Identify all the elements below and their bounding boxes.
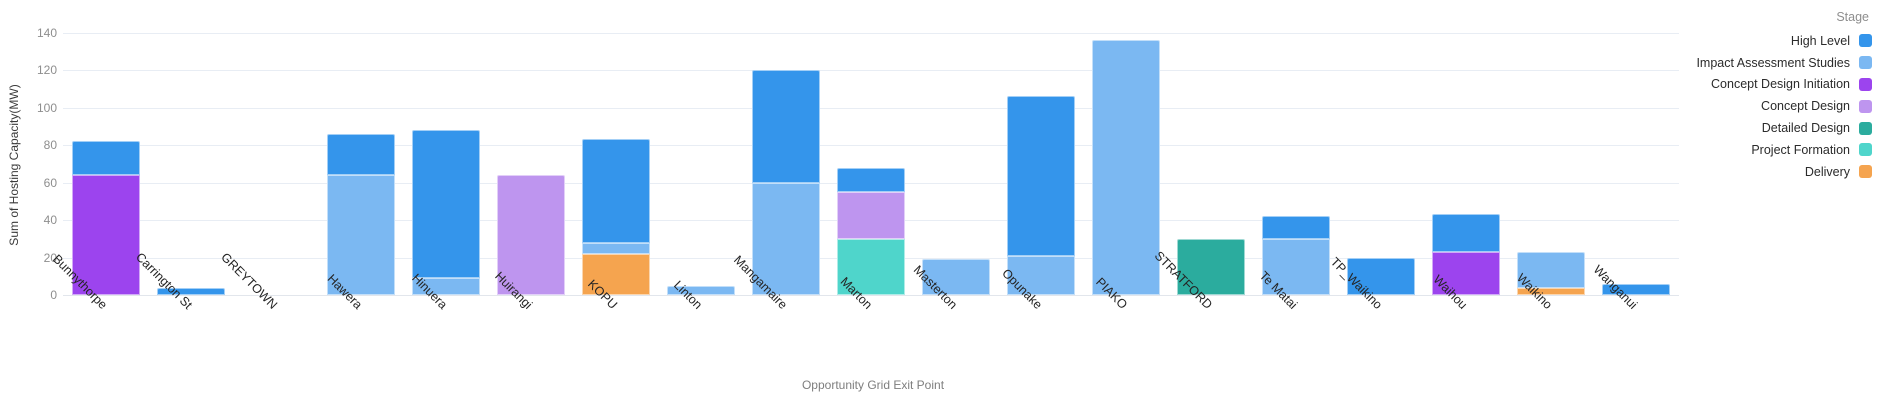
bar-segment-bunnythorpe-concept-design-initiation[interactable] xyxy=(72,175,140,295)
y-tick-label: 120 xyxy=(36,63,57,77)
legend-item-label: Detailed Design xyxy=(1761,121,1850,136)
bar-segment-waikino-impact-assessment-studies[interactable] xyxy=(1517,251,1585,288)
legend-swatch-impact-assessment-studies xyxy=(1859,56,1872,70)
bar-segment-wanganui-high-level[interactable] xyxy=(1602,283,1670,295)
bar-segment-huirangi-concept-design[interactable] xyxy=(497,175,565,295)
legend-item-label: Impact Assessment Studies xyxy=(1696,55,1850,70)
bar-segment-mangamaire-impact-assessment-studies[interactable] xyxy=(752,182,820,295)
bar-segment-hinuera-impact-assessment-studies[interactable] xyxy=(412,278,480,295)
legend-swatch-concept-design xyxy=(1859,99,1872,113)
bar-segment-waihou-high-level[interactable] xyxy=(1432,214,1500,252)
x-axis-title: Opportunity Grid Exit Point xyxy=(801,378,945,392)
bar-segment-te-matai-high-level[interactable] xyxy=(1262,216,1330,239)
legend: Stage High Level Impact Assessment Studie… xyxy=(1642,8,1872,183)
y-tick-label: 0 xyxy=(50,288,57,302)
legend-swatch-detailed-design xyxy=(1859,121,1872,135)
bar-segment-hawera-high-level[interactable] xyxy=(327,133,395,175)
bar-segment-marton-high-level[interactable] xyxy=(837,167,905,192)
legend-item-concept-design-initiation[interactable]: Concept Design Initiation xyxy=(1642,74,1872,96)
legend-swatch-project-formation xyxy=(1859,143,1872,157)
legend-item-impact-assessment-studies[interactable]: Impact Assessment Studies xyxy=(1642,52,1872,74)
bar-segment-tp-waikino-high-level[interactable] xyxy=(1347,257,1415,295)
bar-segment-opunake-high-level[interactable] xyxy=(1007,96,1075,256)
gridline-y-120 xyxy=(63,70,1679,71)
bar-segment-kopu-delivery[interactable] xyxy=(582,253,650,295)
legend-item-detailed-design[interactable]: Detailed Design xyxy=(1642,117,1872,139)
legend-item-label: Project Formation xyxy=(1751,142,1850,157)
legend-item-label: Concept Design Initiation xyxy=(1711,77,1850,92)
y-tick-label: 20 xyxy=(43,250,57,265)
gridline-y-0 xyxy=(63,295,1679,296)
bar-segment-bunnythorpe-high-level[interactable] xyxy=(72,141,140,175)
bar-segment-kopu-impact-assessment-studies[interactable] xyxy=(582,242,650,254)
y-tick-label: 140 xyxy=(36,25,57,40)
y-tick-label: 40 xyxy=(43,213,57,227)
y-axis-title: Sum of Hosting Capacity(MW) xyxy=(7,84,21,246)
y-tick-label: 60 xyxy=(43,175,57,190)
gridline-y-140 xyxy=(63,32,1679,34)
bar-segment-waihou-concept-design-initiation[interactable] xyxy=(1432,251,1500,295)
bar-segment-linton-impact-assessment-studies[interactable] xyxy=(667,285,735,295)
bar-segment-mangamaire-high-level[interactable] xyxy=(752,70,820,183)
gridline-y-80 xyxy=(63,145,1679,146)
legend-swatch-concept-design-initiation xyxy=(1859,77,1872,91)
bar-segment-piako-impact-assessment-studies[interactable] xyxy=(1092,40,1160,295)
bar-segment-kopu-high-level[interactable] xyxy=(582,139,650,243)
bar-segment-masterton-impact-assessment-studies[interactable] xyxy=(922,259,990,295)
legend-item-project-formation[interactable]: Project Formation xyxy=(1642,139,1872,161)
legend-swatch-high-level xyxy=(1859,34,1872,48)
legend-item-delivery[interactable]: Delivery xyxy=(1642,161,1872,183)
bar-segment-waikino-delivery[interactable] xyxy=(1517,287,1585,295)
legend-item-label: High Level xyxy=(1790,33,1850,48)
bar-segment-opunake-impact-assessment-studies[interactable] xyxy=(1007,255,1075,295)
legend-item-high-level[interactable]: High Level xyxy=(1642,30,1872,52)
gridline-y-100 xyxy=(63,107,1679,109)
legend-item-label: Concept Design xyxy=(1761,99,1850,114)
y-tick-label: 80 xyxy=(43,138,57,152)
y-tick-label: 100 xyxy=(36,100,57,115)
legend-items: High Level Impact Assessment Studies Conce… xyxy=(1642,30,1872,183)
legend-item-label: Delivery xyxy=(1804,164,1850,179)
x-tick-label-greytown: GREYTOWN xyxy=(218,250,280,312)
bar-segment-marton-project-formation[interactable] xyxy=(837,238,905,295)
legend-item-concept-design[interactable]: Concept Design xyxy=(1642,95,1872,117)
bar-segment-marton-concept-design[interactable] xyxy=(837,191,905,239)
bar-segment-carrington-st-high-level[interactable] xyxy=(157,287,225,295)
legend-title: Stage xyxy=(1836,10,1869,24)
bar-segment-hinuera-high-level[interactable] xyxy=(412,130,480,279)
legend-swatch-delivery xyxy=(1859,165,1872,179)
bar-segment-stratford-detailed-design[interactable] xyxy=(1177,238,1245,295)
x-tick-label-carrington-st: Carrington St xyxy=(133,249,195,312)
bar-segment-te-matai-impact-assessment-studies[interactable] xyxy=(1262,238,1330,295)
bar-segment-hawera-impact-assessment-studies[interactable] xyxy=(327,175,395,295)
